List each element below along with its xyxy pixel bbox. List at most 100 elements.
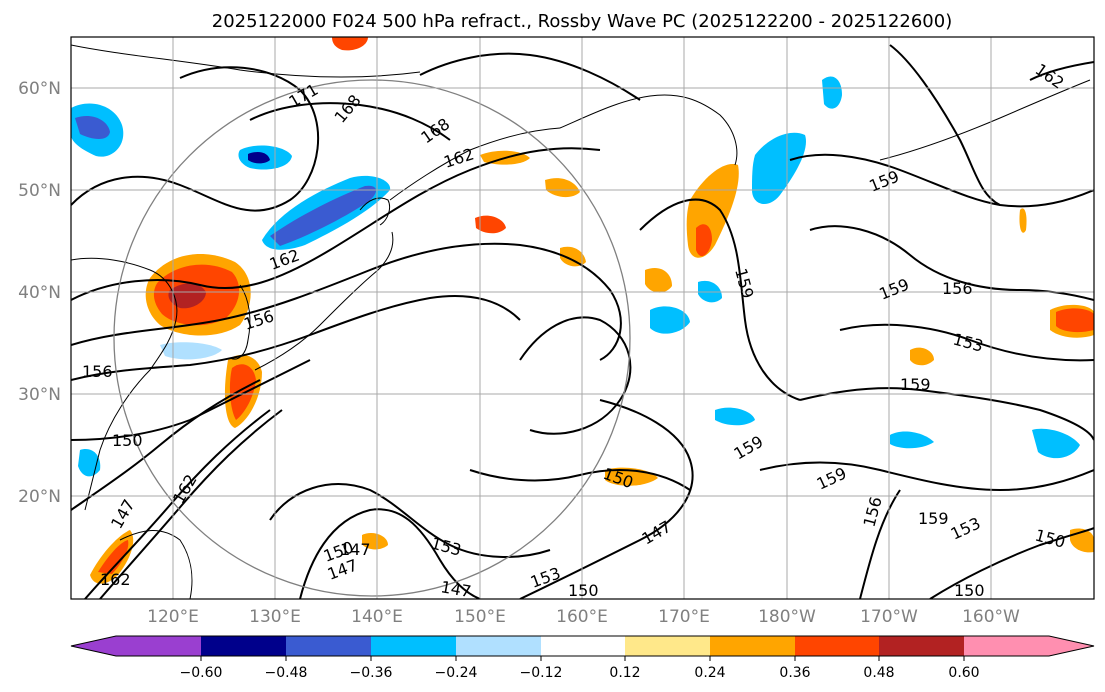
colorbar-tick-label: −0.60 xyxy=(180,665,223,681)
colorbar-tick-label: 0.60 xyxy=(948,665,979,681)
gridlines xyxy=(71,37,1094,599)
contour-line xyxy=(519,399,694,599)
colorbar: −0.60 −0.48 −0.36 −0.24 −0.12 0.12 0.24 … xyxy=(70,635,1095,681)
contour-line xyxy=(71,242,622,361)
shade-positive xyxy=(362,533,388,550)
shade-positive xyxy=(645,267,672,293)
colorbar-tick-label: −0.12 xyxy=(520,665,563,681)
lat-label: 40°N xyxy=(18,283,61,303)
map-title: 2025122000 F024 500 hPa refract., Rossby… xyxy=(212,11,953,32)
lon-label: 160°E xyxy=(556,607,608,627)
map-frame xyxy=(70,36,1095,600)
contour-line xyxy=(71,66,320,212)
contour-label: 159 xyxy=(900,375,931,394)
colorbar-segment xyxy=(541,636,625,656)
shade-negative xyxy=(890,431,934,449)
lon-label: 170°W xyxy=(860,607,918,627)
anomaly-shading xyxy=(71,37,1094,584)
contour-line xyxy=(759,461,1094,492)
colorbar-segment xyxy=(964,636,1049,656)
lon-label: 120°E xyxy=(147,607,199,627)
contour-line xyxy=(71,359,311,441)
contour-label: 147 xyxy=(439,577,472,601)
shade-negative xyxy=(715,407,755,426)
contour-line xyxy=(1029,61,1094,81)
great-circle xyxy=(113,79,631,597)
lon-label: 140°E xyxy=(351,607,403,627)
colorbar-segment xyxy=(710,636,795,656)
contour-label: 159 xyxy=(918,509,949,528)
map-panel: 171 168 168 162 162 159 159 159 156 156 … xyxy=(71,37,1094,601)
coastline-siberia xyxy=(71,44,421,78)
colorbar-extend-high xyxy=(1049,636,1094,656)
lat-label: 50°N xyxy=(18,181,61,201)
colorbar-tick-label: −0.24 xyxy=(435,665,478,681)
contour-line xyxy=(929,527,1094,599)
shade-positive-strong xyxy=(229,364,256,420)
coastline-japan xyxy=(254,231,394,371)
shade-positive-strong xyxy=(332,37,368,51)
shade-positive xyxy=(910,347,934,366)
shade-positive xyxy=(560,246,586,267)
contour-line xyxy=(889,44,1001,206)
contour-line xyxy=(99,409,283,599)
shade-positive xyxy=(545,178,580,198)
coastline-hokkaido xyxy=(359,197,391,226)
colorbar-segment xyxy=(286,636,371,656)
shade-positive-darkest xyxy=(168,283,206,309)
shade-negative-strong xyxy=(270,185,376,246)
colorbar-segment xyxy=(456,636,541,656)
colorbar-ticks xyxy=(200,656,965,661)
colorbar-tick-label: 0.24 xyxy=(694,665,725,681)
contour-label: 147 xyxy=(340,540,371,559)
shade-negative-strong xyxy=(75,115,110,139)
colorbar-tick-label: 0.48 xyxy=(863,665,894,681)
shade-negative xyxy=(1032,428,1080,459)
contour-line xyxy=(859,489,901,599)
colorbar-segment xyxy=(879,636,964,656)
coastline-aleutians xyxy=(879,79,1091,161)
lat-label: 60°N xyxy=(18,79,61,99)
lon-label: 130°E xyxy=(249,607,301,627)
shade-positive-strong xyxy=(1056,308,1094,333)
colorbar-tick-label: 0.12 xyxy=(609,665,640,681)
contour-label: 150 xyxy=(568,581,599,600)
contour-line xyxy=(71,379,261,511)
coastline-philippines xyxy=(119,530,193,599)
colorbar-segment xyxy=(201,636,286,656)
contour-label: 150 xyxy=(954,581,985,600)
longitude-labels: 120°E 130°E 140°E 150°E 160°E 170°E 180°… xyxy=(147,607,1020,627)
contour-line xyxy=(84,409,271,599)
colorbar-extend-low xyxy=(71,636,116,656)
lat-label: 20°N xyxy=(18,487,61,507)
contour-label: 156 xyxy=(82,362,113,381)
colorbar-segment xyxy=(795,636,879,656)
contour-line xyxy=(71,295,521,381)
colorbar-segment xyxy=(116,636,201,656)
shade-negative-weak xyxy=(160,342,222,360)
shade-positive xyxy=(1019,208,1027,233)
lon-label: 160°W xyxy=(962,607,1020,627)
contour-line xyxy=(419,52,641,101)
contour-label: 156 xyxy=(942,279,973,298)
contour-label: 162 xyxy=(100,570,131,589)
contour-line xyxy=(519,316,632,435)
contour-line xyxy=(799,387,1094,441)
lon-label: 170°E xyxy=(658,607,710,627)
contour-label: 150 xyxy=(112,431,143,450)
contour-line xyxy=(269,483,551,558)
colorbar-segment xyxy=(625,636,710,656)
coastlines xyxy=(71,44,1091,599)
colorbar-segment xyxy=(371,636,456,656)
colorbar-tick-label: 0.36 xyxy=(779,665,810,681)
shade-negative xyxy=(822,76,842,109)
coastline-kamchatka xyxy=(559,94,738,166)
coastline-korea xyxy=(229,284,251,360)
colorbar-tick-label: −0.48 xyxy=(265,665,308,681)
shade-negative xyxy=(752,132,806,205)
contour-line xyxy=(71,147,601,301)
contour-line xyxy=(469,469,691,491)
lon-label: 180°W xyxy=(758,607,816,627)
shade-positive-strong xyxy=(696,224,712,257)
